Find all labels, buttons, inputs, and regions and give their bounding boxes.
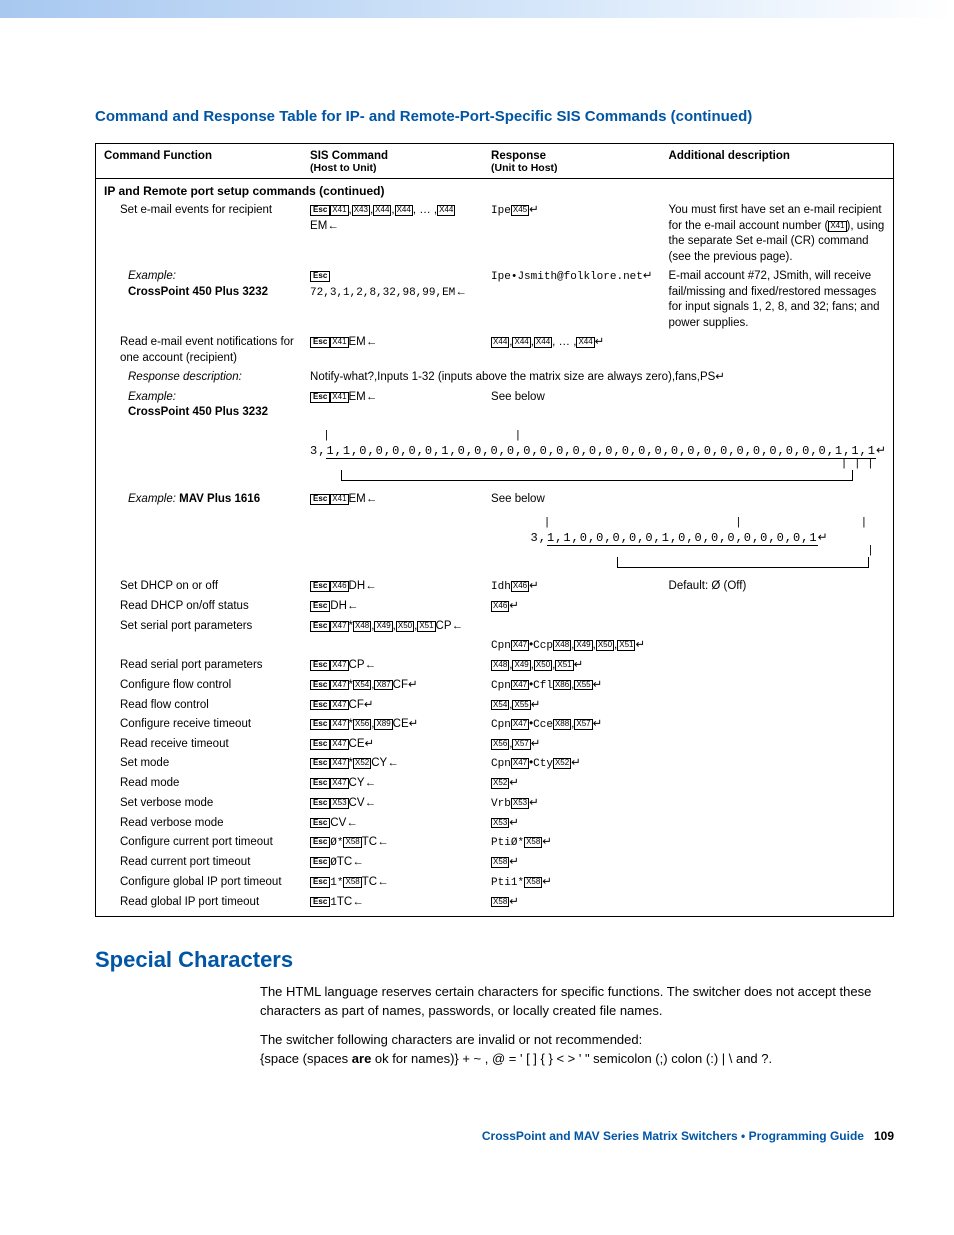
th-sis-command: SIS Command(Host to Unit): [302, 144, 483, 179]
th-command-function: Command Function: [96, 144, 303, 179]
row-read-recv-timeout: Read receive timeout EscX47CE X56,X57: [96, 735, 894, 755]
row-read-email-notifications: Read e-mail event notifications for one …: [96, 333, 894, 368]
row-set-mode: Set mode EscX47*X52CY CpnX47•CtyX52: [96, 754, 894, 774]
row-set-serial-params-resp: CpnX47•CcpX48,X49,X50,X51: [96, 636, 894, 656]
row-read-verbose: Read verbose mode EscCV X53: [96, 814, 894, 834]
row-example-cp450-3232: Example:CrossPoint 450 Plus 3232 Esc72,3…: [96, 267, 894, 333]
row-config-flow-control: Configure flow control EscX47*X54,X87CF …: [96, 676, 894, 696]
header-gradient: [0, 0, 954, 18]
header-row: Command Function SIS Command(Host to Uni…: [96, 144, 894, 179]
row-config-global-timeout: Configure global IP port timeout Esc1*X5…: [96, 873, 894, 893]
row-read-flow-control: Read flow control EscX47CF X54,X55: [96, 696, 894, 716]
row-read-mode: Read mode EscX47CY X52: [96, 774, 894, 794]
row-example-mav1616: Example: MAV Plus 1616 EscX41EM See belo…: [96, 490, 894, 510]
row-example-cp450-3232b: Example:CrossPoint 450 Plus 3232 EscX41E…: [96, 388, 894, 423]
row-config-port-timeout: Configure current port timeout EscØ*X58T…: [96, 833, 894, 853]
page: Command and Response Table for IP- and R…: [0, 0, 954, 1183]
row-config-recv-timeout: Configure receive timeout EscX47*X56,X89…: [96, 715, 894, 735]
diagram-1: 3,1,1,0,0,0,0,0,1,0,0,0,0,0,0,0,0,0,0,0,…: [310, 442, 887, 459]
row-set-email-events: Set e-mail events for recipient EscX41,X…: [96, 201, 894, 267]
row-read-global-timeout: Read global IP port timeout Esc1TC X58: [96, 893, 894, 917]
row-diagram-1: | | 3,1,1,0,0,0,0,0,1,0,0,0,0,0,0,0,0,0,…: [96, 423, 894, 491]
row-set-verbose: Set verbose mode EscX53CV VrbX53: [96, 794, 894, 814]
th-additional: Additional description: [661, 144, 894, 179]
row-read-dhcp: Read DHCP on/off status EscDH X46: [96, 597, 894, 617]
special-chars-heading: Special Characters: [95, 947, 894, 973]
row-set-serial-params: Set serial port parameters EscX47*X48,X4…: [96, 617, 894, 637]
row-read-port-timeout: Read current port timeout EscØTC X58: [96, 853, 894, 873]
row-response-description: Response description: Notify-what?,Input…: [96, 368, 894, 388]
row-diagram-2: | | | 3,1,1,0,0,0,0,0,1,0,0,0,0,0,0,0,0,…: [96, 510, 894, 578]
th-response: Response(Unit to Host): [483, 144, 660, 179]
diagram-2: 3,1,1,0,0,0,0,0,1,0,0,0,0,0,0,0,0,1: [531, 529, 829, 546]
row-read-serial-params: Read serial port parameters EscX47CP X48…: [96, 656, 894, 676]
special-chars-p1: The HTML language reserves certain chara…: [260, 983, 894, 1021]
table-title: Command and Response Table for IP- and R…: [95, 108, 894, 125]
group-header-row: IP and Remote port setup commands (conti…: [96, 179, 894, 202]
row-set-dhcp: Set DHCP on or off EscX46DH IdhX46 Defau…: [96, 577, 894, 597]
special-chars-p2: The switcher following characters are in…: [260, 1031, 894, 1069]
footer: CrossPoint and MAV Series Matrix Switche…: [95, 1129, 894, 1143]
command-table: Command Function SIS Command(Host to Uni…: [95, 143, 894, 917]
